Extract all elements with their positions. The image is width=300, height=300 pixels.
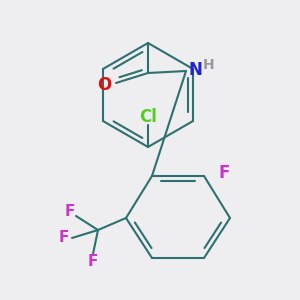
Text: O: O: [97, 76, 111, 94]
Text: F: F: [219, 164, 230, 182]
Text: N: N: [189, 61, 203, 79]
Text: F: F: [59, 230, 69, 245]
Text: Cl: Cl: [139, 108, 157, 126]
Text: F: F: [88, 254, 98, 268]
Text: F: F: [65, 205, 75, 220]
Text: H: H: [203, 58, 214, 72]
